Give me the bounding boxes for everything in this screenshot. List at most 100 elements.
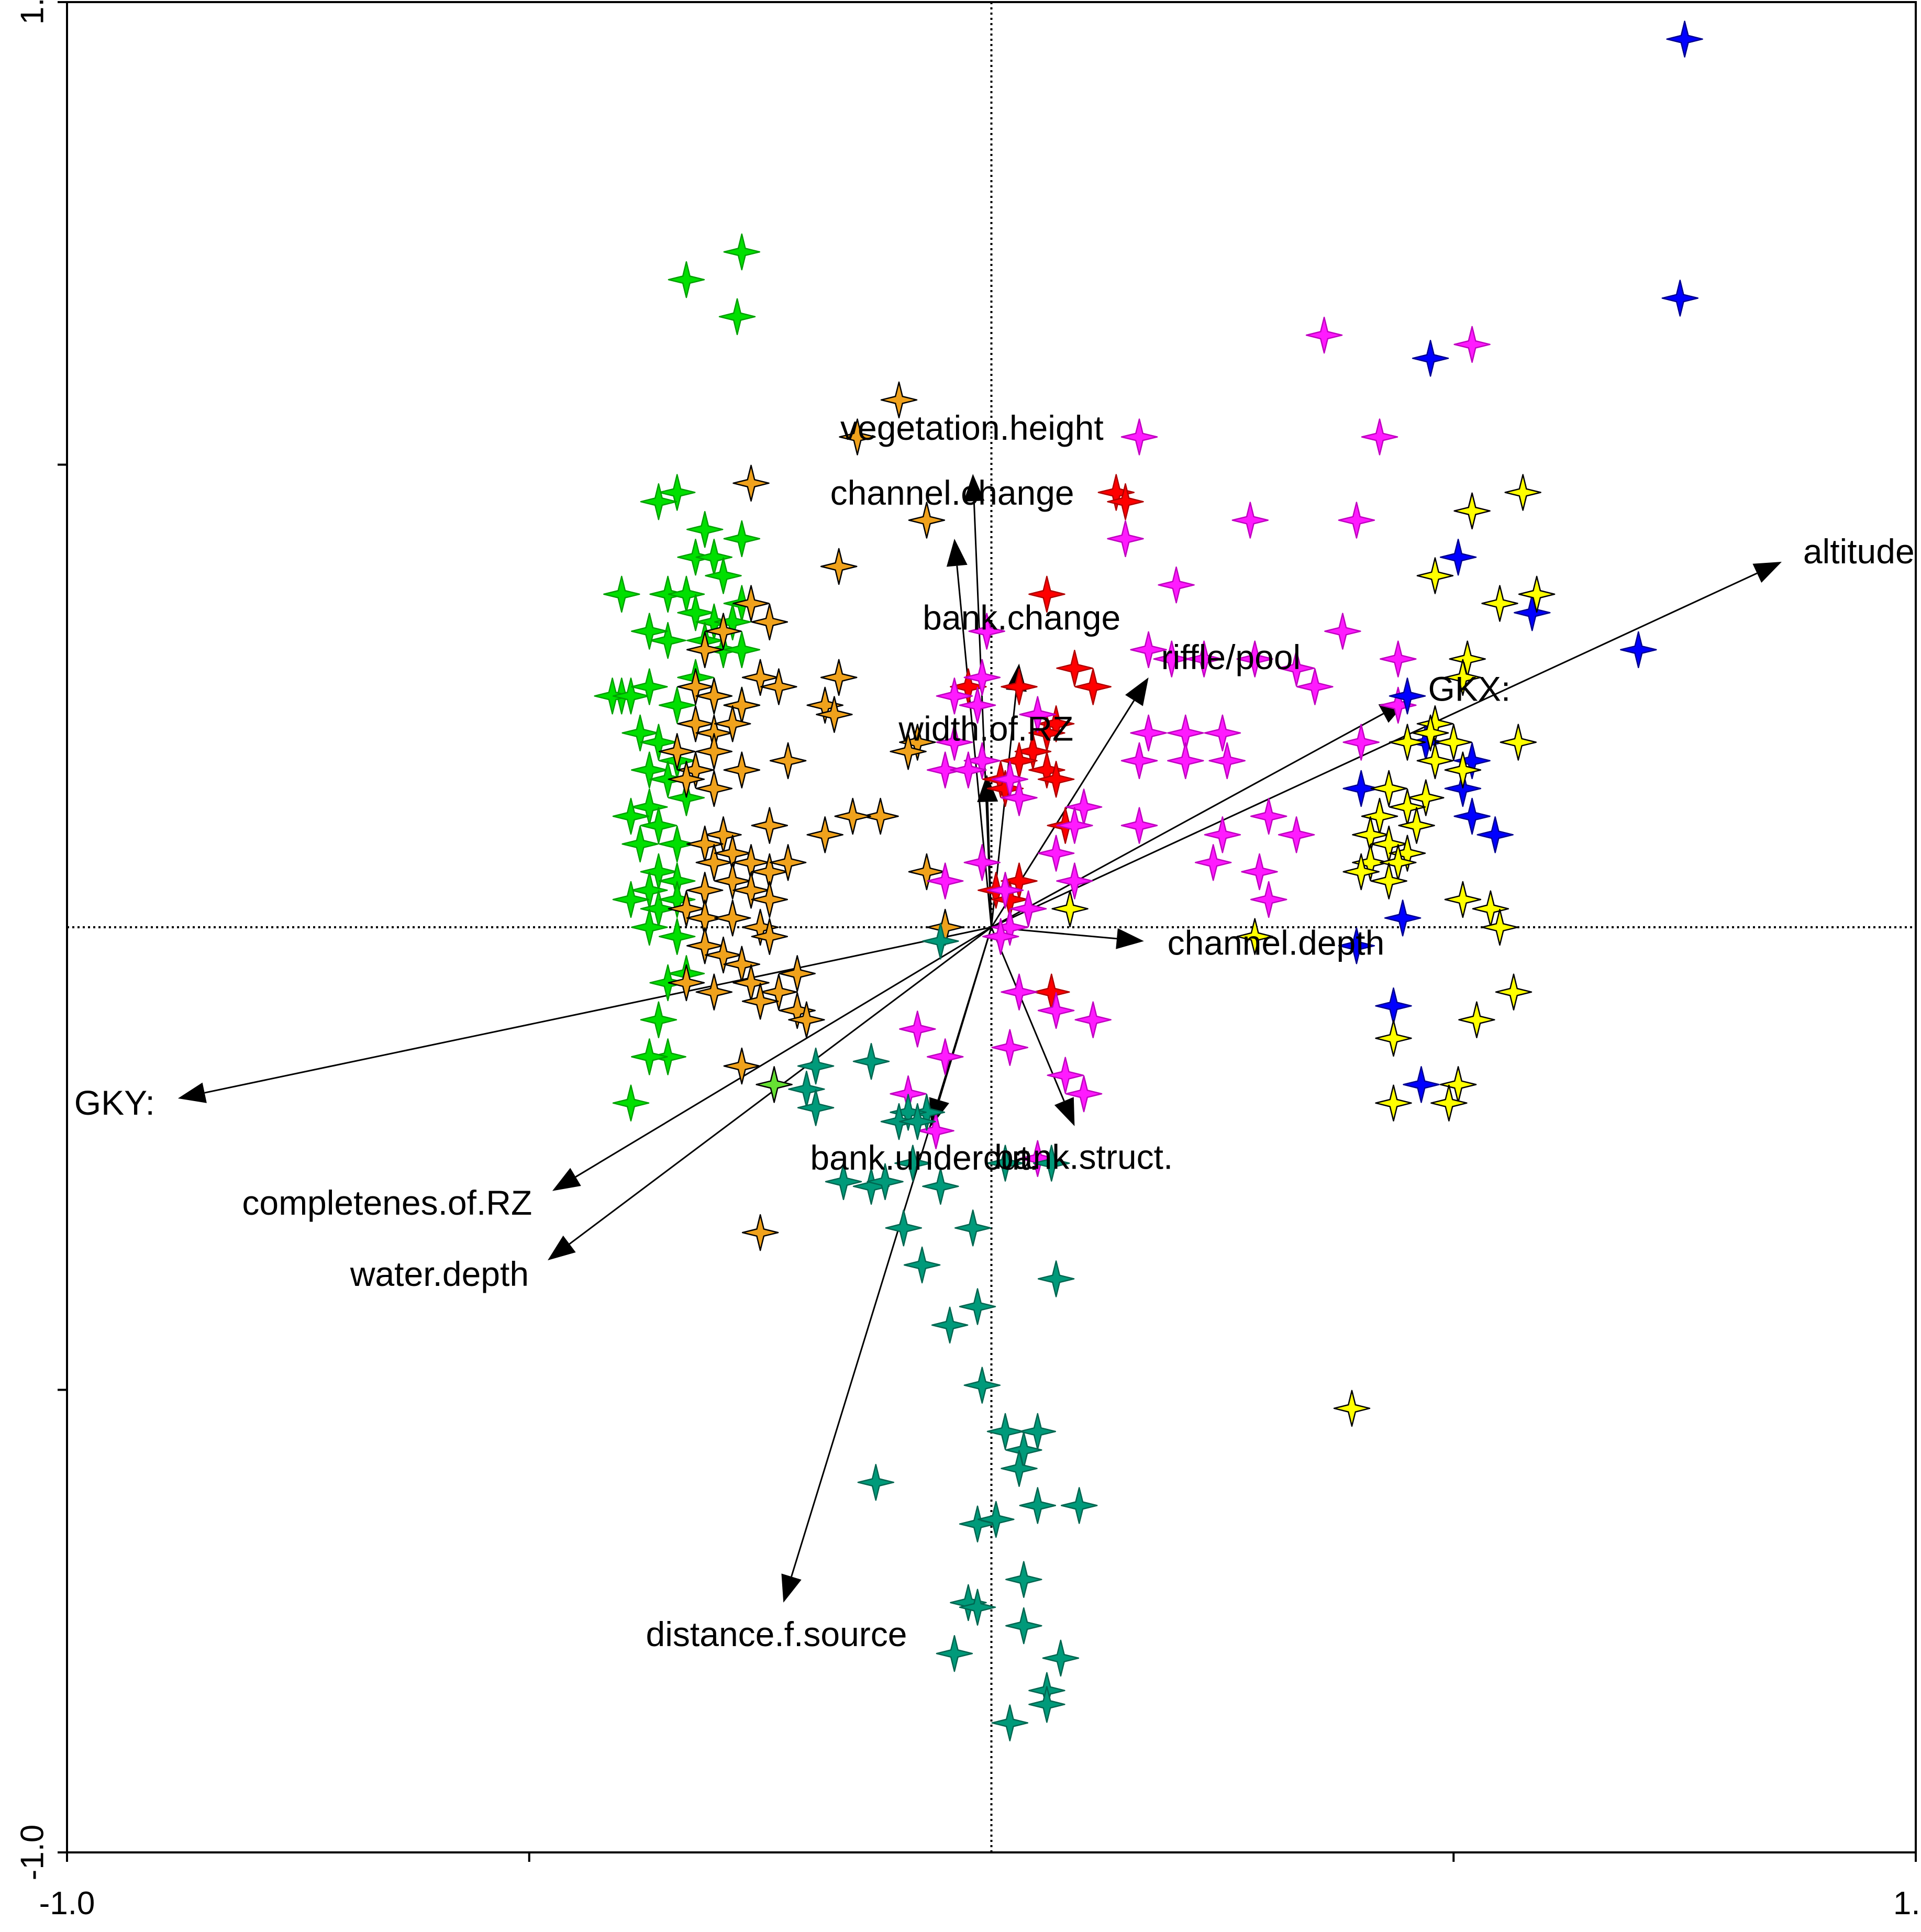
data-point [1476, 816, 1514, 853]
data-point [1009, 890, 1047, 927]
data-point [677, 705, 714, 742]
data-point [714, 705, 751, 742]
data-point [640, 807, 678, 844]
data-point [1019, 696, 1057, 733]
vector-label-channel-change: channel.change [830, 473, 1074, 512]
data-point [1620, 631, 1657, 669]
data-point [1037, 761, 1075, 798]
data-point [1453, 326, 1491, 363]
plot-frame [66, 1, 1917, 1853]
vector-label-altitude: altitude [1803, 532, 1915, 571]
data-point [1416, 557, 1454, 594]
vector-label-completenes-of-RZ: completenes.of.RZ [242, 1183, 532, 1222]
data-point [1107, 520, 1144, 558]
data-point [741, 659, 779, 696]
vector-line-bank-struct [991, 927, 1065, 1102]
data-point [991, 1029, 1029, 1066]
data-point [1278, 649, 1315, 687]
vector-line-distance-f-source [791, 927, 992, 1577]
data-point [1333, 1390, 1371, 1427]
data-point [1042, 1639, 1080, 1677]
data-point [1005, 1607, 1042, 1645]
data-point [1430, 1084, 1468, 1122]
vector-label-bank-struct: bank.struct. [994, 1137, 1173, 1176]
data-point [603, 575, 640, 613]
data-point [963, 742, 1001, 780]
data-point [695, 678, 733, 715]
x-tick-label: 1.0 [1893, 1885, 1921, 1922]
data-point [668, 890, 705, 927]
series-group-orange [658, 381, 964, 1251]
data-point [1375, 1019, 1412, 1057]
data-point [880, 381, 918, 419]
data-point [677, 594, 714, 631]
data-point [751, 807, 789, 844]
data-point [1324, 613, 1361, 650]
data-point [1403, 1066, 1440, 1103]
vector-arrowhead-bank-struct [1054, 1097, 1075, 1126]
data-point [959, 686, 996, 724]
data-point [1384, 900, 1422, 937]
data-point [1204, 714, 1241, 752]
data-point [1028, 1686, 1065, 1723]
data-point [723, 520, 761, 558]
data-point [922, 1168, 959, 1205]
vector-arrowhead-GKY [177, 1082, 207, 1103]
data-point [1153, 640, 1191, 678]
data-point [714, 900, 751, 937]
data-point [760, 973, 797, 1011]
data-point [862, 797, 899, 835]
data-point [852, 1042, 890, 1080]
data-point [732, 464, 770, 502]
data-point [1236, 640, 1273, 678]
data-point [1361, 418, 1398, 456]
data-point [1194, 844, 1232, 881]
data-point [705, 936, 742, 974]
data-point [1407, 779, 1445, 816]
data-point [695, 844, 733, 881]
data-point [1005, 1561, 1042, 1598]
data-point [1001, 779, 1038, 816]
data-point [1375, 1084, 1412, 1122]
data-point [936, 678, 973, 715]
data-point [1389, 724, 1426, 761]
data-point [820, 659, 858, 696]
data-point [741, 1214, 779, 1251]
data-point [867, 1163, 904, 1201]
data-point [1453, 492, 1491, 530]
series-group-red [950, 474, 1144, 1011]
data-point [885, 1209, 923, 1247]
data-point [986, 1145, 1024, 1182]
vector-label-width-of-RZ: width.of.RZ [898, 709, 1073, 748]
data-point [756, 1066, 793, 1103]
data-point [1001, 668, 1038, 705]
vector-label-channel-depth: channel.depth [1168, 924, 1385, 962]
data-point [1380, 640, 1417, 678]
data-point [986, 872, 1024, 909]
data-point [1338, 502, 1375, 539]
data-point [908, 853, 946, 891]
data-point [723, 233, 761, 271]
data-point [621, 825, 659, 863]
data-point [926, 751, 964, 789]
data-point [1120, 807, 1158, 844]
vector-line-altitude [991, 572, 1758, 928]
vector-label-bank-undercut: bank.undercut. [810, 1138, 1039, 1177]
data-point [686, 927, 724, 964]
data-point [1001, 973, 1038, 1011]
data-point [1107, 483, 1144, 520]
vector-labels: altitude GKX: riffle/pool bank.change vegeta… [74, 408, 1915, 1653]
vector-arrowhead-water-depth [548, 1235, 576, 1261]
data-point [686, 510, 724, 548]
vector-line-GKY [204, 926, 992, 1094]
data-point [926, 862, 964, 900]
data-point [959, 1589, 996, 1626]
data-point [705, 613, 742, 650]
vector-label-distance-f-source: distance.f.source [646, 1615, 907, 1653]
data-point [1398, 807, 1435, 844]
data-point [1416, 705, 1454, 742]
vector-line-completenes-of-RZ [575, 926, 992, 1178]
data-point [1056, 862, 1093, 900]
data-point [959, 1288, 996, 1325]
y-tick-label: -1.0 [15, 1825, 51, 1881]
